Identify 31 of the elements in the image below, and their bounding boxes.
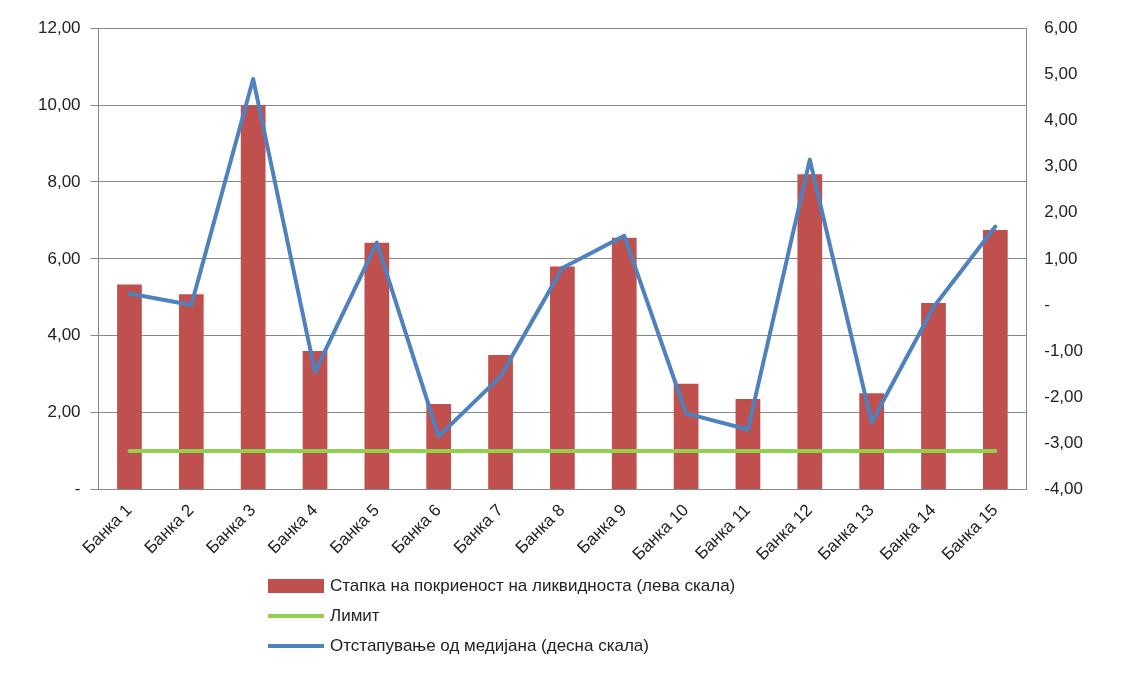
y2-tick-label: -2,00 [1044,386,1083,406]
y2-tick-label: -3,00 [1044,433,1083,453]
y2-tick-label: 1,00 [1044,248,1078,268]
y2-tick-label: 6,00 [1044,17,1078,37]
y2-tick-label: 5,00 [1044,64,1078,84]
legend-label: Лимит [330,606,380,626]
y-tick-label: 4,00 [47,325,81,345]
y-tick-label: - [74,479,81,499]
y-tick-label: 2,00 [47,402,81,422]
y-tick-label: 12,00 [37,17,81,37]
y-tick-label: 8,00 [47,171,81,191]
bar [364,242,390,489]
y-tick-label: 10,00 [37,94,81,114]
bar [117,284,142,489]
bar [178,294,204,489]
y2-tick-label: 3,00 [1044,156,1078,176]
bar [921,303,946,489]
bar [797,174,823,489]
bar [240,105,266,489]
legend-label: Отстапување од медијана (десна скала) [330,636,649,656]
bar [982,229,1008,489]
bar [550,266,575,489]
y2-tick-label: -1,00 [1044,340,1083,360]
y2-tick-label: -4,00 [1044,479,1083,499]
bar [488,354,513,489]
bar [611,237,637,489]
y2-tick-label: - [1044,294,1050,314]
y2-tick-label: 4,00 [1044,110,1078,130]
legend-label: Стапка на покриеност на ликвидноста (лева скала) [330,576,736,596]
y2-tick-label: 2,00 [1044,202,1078,222]
y-tick-label: 6,00 [47,248,81,268]
